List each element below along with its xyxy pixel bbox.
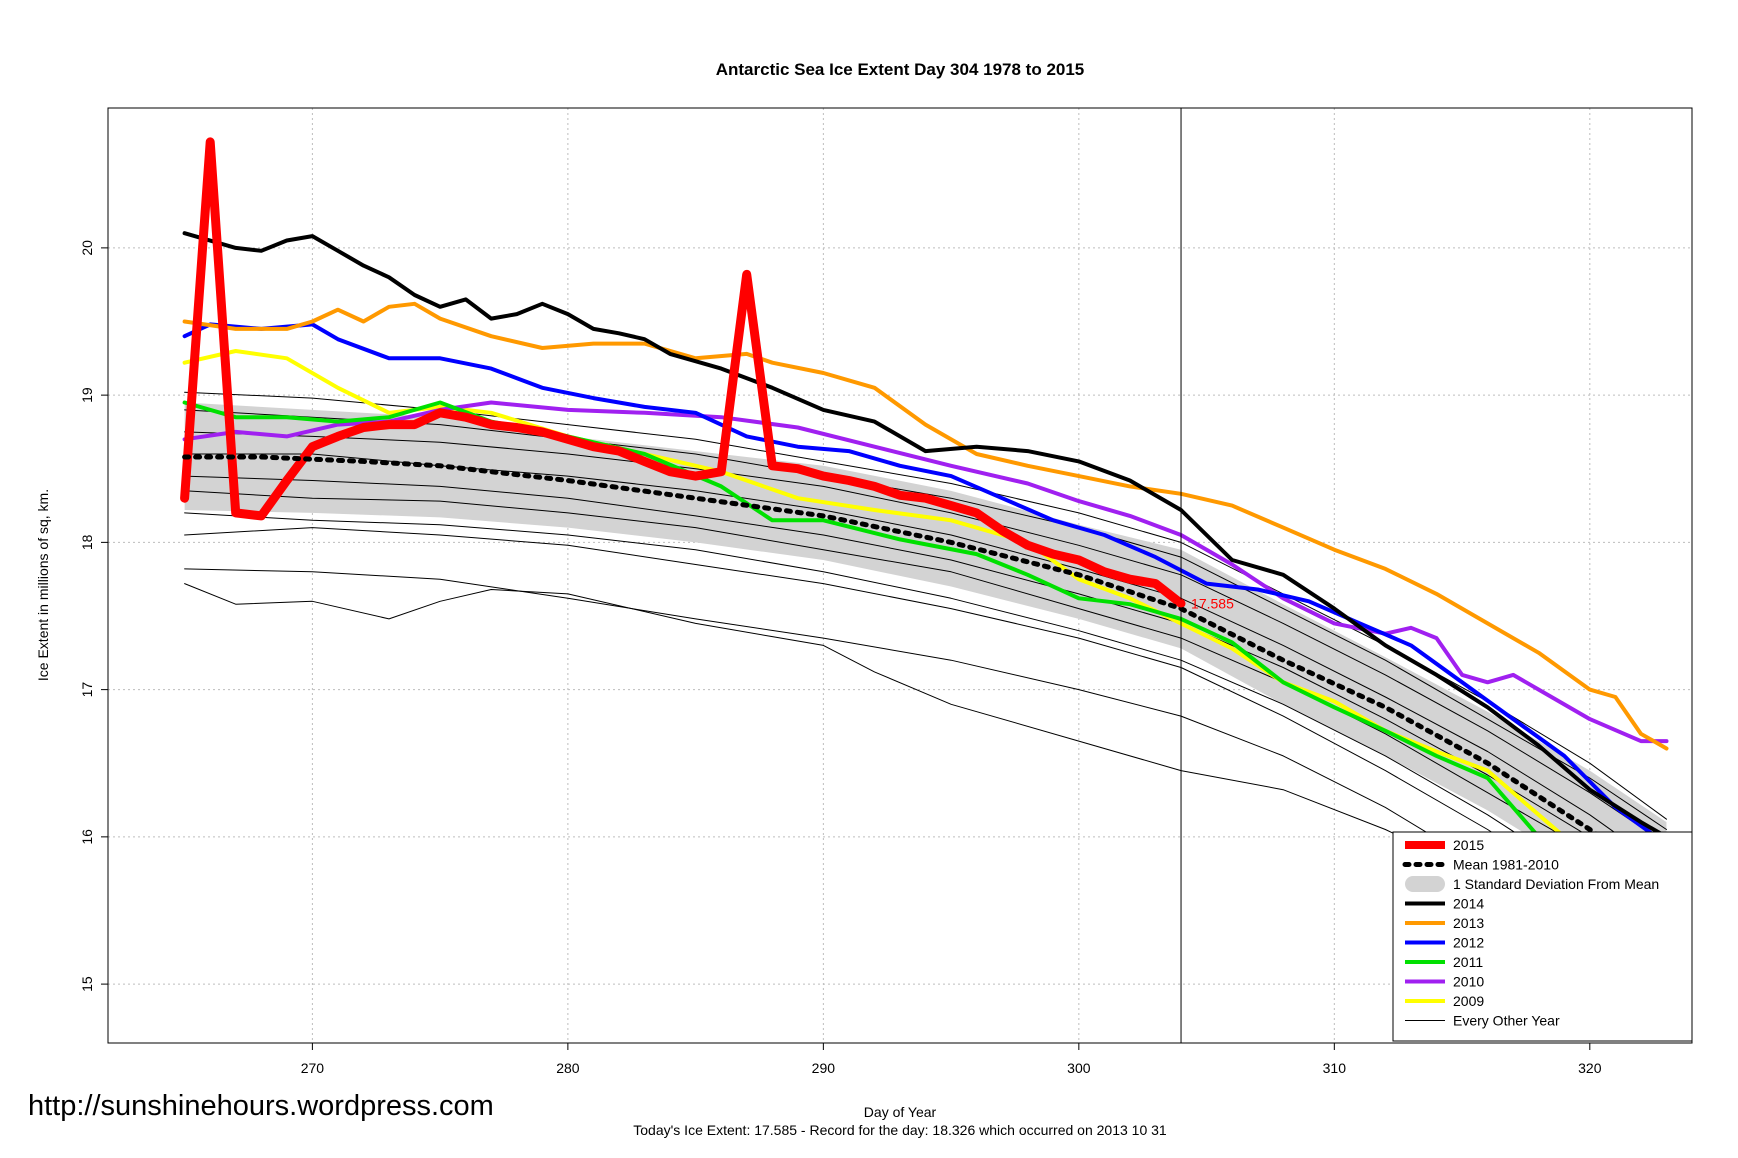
current-value-point (1177, 599, 1186, 608)
series-every-other-year (184, 431, 1667, 845)
x-axis-label: Day of Year (864, 1104, 937, 1120)
y-tick-label: 15 (79, 976, 95, 992)
series-every-other-year (184, 409, 1667, 830)
x-tick-label: 300 (1067, 1060, 1091, 1076)
legend-label: 1 Standard Deviation From Mean (1453, 876, 1659, 892)
series-2015 (180, 137, 1186, 608)
source-url: http://sunshinehours.wordpress.com (28, 1090, 494, 1122)
y-axis-label: Ice Extent in millions of sq, km. (35, 489, 51, 681)
series-every-other-year (184, 512, 1667, 944)
legend-label: Every Other Year (1453, 1013, 1560, 1029)
series-every-other-year (184, 490, 1667, 911)
footer-text: Today's Ice Extent: 17.585 - Record for … (633, 1122, 1167, 1138)
series-2011 (182, 400, 1669, 942)
y-tick-label: 17 (79, 682, 95, 698)
series-2013 (182, 301, 1669, 751)
x-axis: 270 280 290 300 310 320 (301, 1043, 1602, 1076)
legend-label: 2015 (1453, 837, 1484, 853)
x-tick-label: 290 (812, 1060, 836, 1076)
series-layer (180, 137, 1669, 1012)
y-tick-label: 18 (79, 534, 95, 550)
legend-label: Mean 1981-2010 (1453, 857, 1559, 873)
series-every-other-year (184, 527, 1667, 956)
legend-label: 2011 (1453, 954, 1483, 970)
y-axis: 15 16 17 18 19 20 (79, 240, 108, 992)
plot-frame (107, 107, 1693, 1044)
y-tick-label: 16 (79, 829, 95, 845)
x-tick-label: 310 (1323, 1060, 1347, 1076)
legend-label: 2009 (1453, 993, 1484, 1009)
legend-label: 2010 (1453, 974, 1484, 990)
legend-label: 2013 (1453, 915, 1484, 931)
x-tick-label: 320 (1578, 1060, 1602, 1076)
mean-line (182, 454, 1669, 887)
chart-title: Antarctic Sea Ice Extent Day 304 1978 to… (716, 60, 1085, 79)
legend-swatch-1-standard-deviation-from-mean (1405, 876, 1445, 892)
legend-label: 2012 (1453, 935, 1484, 951)
x-tick-label: 270 (301, 1060, 325, 1076)
legend: 2015 Mean 1981-2010 1 Standard Deviation F… (1392, 831, 1693, 1042)
y-tick-label: 20 (79, 240, 95, 256)
series-2014 (182, 231, 1669, 839)
y-tick-label: 19 (79, 387, 95, 403)
x-tick-label: 280 (556, 1060, 580, 1076)
current-value-label: 17.585 (1191, 595, 1234, 611)
legend-label: 2014 (1453, 896, 1484, 912)
series-2012 (182, 322, 1669, 847)
